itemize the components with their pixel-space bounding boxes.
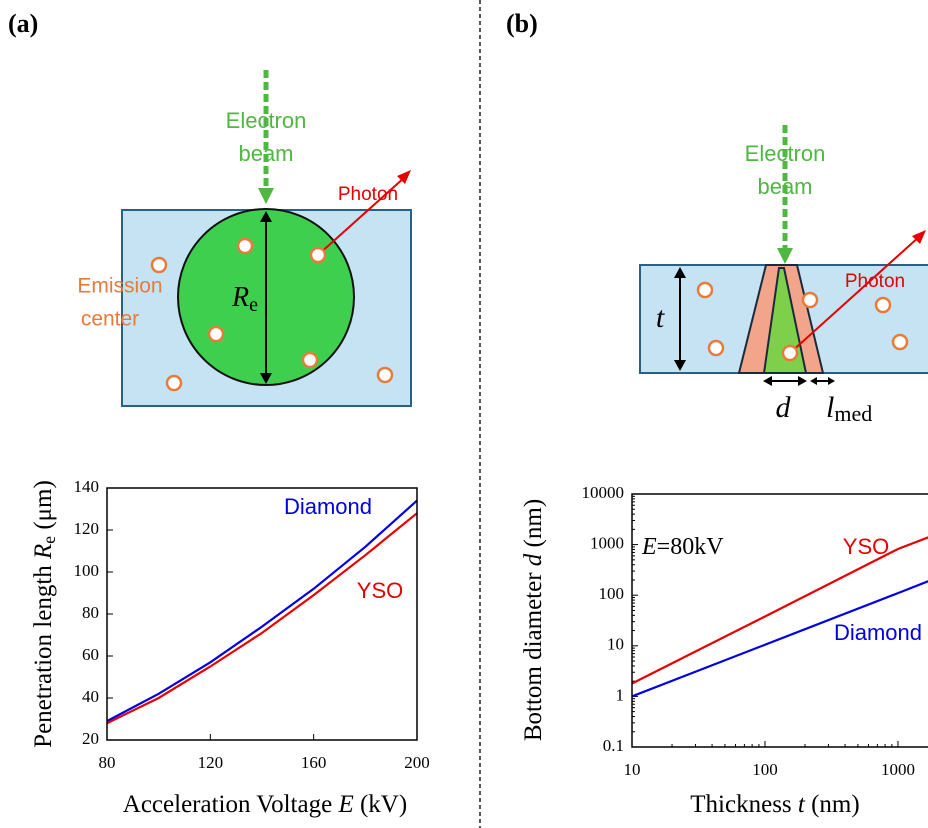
arrow-head xyxy=(828,377,835,385)
emission-center xyxy=(876,298,890,312)
label: Electron xyxy=(745,141,826,166)
x-tick-label: 200 xyxy=(404,753,430,772)
text-part: (nm) xyxy=(805,791,860,818)
emission-center xyxy=(378,368,392,382)
text-part: R xyxy=(30,544,57,560)
label: beam xyxy=(238,141,293,166)
y-tick-label: 80 xyxy=(82,603,99,622)
emission-center xyxy=(238,239,252,253)
text-part: (nm) xyxy=(520,499,547,554)
series-label: Diamond xyxy=(834,620,922,645)
label: beam xyxy=(757,174,812,199)
y-tick-label: 20 xyxy=(82,729,99,748)
series-line xyxy=(107,513,417,723)
emission-center xyxy=(209,327,223,341)
emission-center xyxy=(152,258,166,272)
text-part: Penetration length xyxy=(30,559,57,748)
text-part: Acceleration Voltage xyxy=(123,791,339,818)
label-part: R xyxy=(231,282,249,313)
label: center xyxy=(81,308,139,331)
emission-center xyxy=(803,293,817,307)
charts: 20 40 60 80 100 120 140 80 120 160 200 Diamond YSO Ac… xyxy=(30,477,928,818)
emission-center xyxy=(698,283,712,297)
text-part: (μm) xyxy=(30,480,57,536)
y-tick-label: 100 xyxy=(74,561,100,580)
plot-frame xyxy=(107,488,417,740)
emission-center xyxy=(311,248,325,262)
panel-label: (a) xyxy=(8,9,38,38)
label: Emission xyxy=(77,275,162,298)
diagram-b: Electron beam Photon t d lmed xyxy=(640,125,928,426)
text-part: E xyxy=(641,534,657,560)
x-tick-label: 160 xyxy=(301,753,327,772)
y-tick-label: 60 xyxy=(82,645,99,664)
label: Electron xyxy=(226,108,307,133)
label: Photon xyxy=(845,271,905,292)
y-tick-label: 40 xyxy=(82,687,99,706)
series-line xyxy=(107,501,417,721)
y-tick-label: 10 xyxy=(607,635,624,654)
y-tick-label: 140 xyxy=(74,477,100,496)
y-tick-label: 1 xyxy=(616,685,625,704)
label-part: e xyxy=(249,294,258,316)
label: d xyxy=(776,391,792,424)
y-tick-label: 1000 xyxy=(590,534,624,553)
y-axis-label: Bottom diameter d (nm) xyxy=(520,499,547,741)
y-tick-label: 100 xyxy=(599,584,625,603)
y-axis-label: Penetration length Re (μm) xyxy=(30,480,59,748)
series-label: YSO xyxy=(843,534,889,559)
chart: 0.1 1 10 100 1000 10000 10 100 1000 YSO Diamond Thi… xyxy=(520,483,928,818)
arrow-head xyxy=(810,377,817,385)
x-tick-label: 1000 xyxy=(881,760,915,779)
emission-center xyxy=(893,335,907,349)
label: Photon xyxy=(338,184,398,205)
emission-center xyxy=(709,341,723,355)
emission-center xyxy=(303,353,317,367)
text-part: Bottom diameter xyxy=(520,566,547,741)
series-label: Diamond xyxy=(284,494,372,519)
diagram-a: Electron beam Photon Emission center Re xyxy=(77,70,411,406)
beam-head xyxy=(777,248,793,264)
panel-label: (b) xyxy=(506,9,538,38)
emission-center xyxy=(167,376,181,390)
text-part: E xyxy=(337,791,353,818)
figure: (a) (b) Electron beam Photon Emission ce… xyxy=(0,0,928,828)
x-axis-label: Acceleration Voltage E (kV) xyxy=(123,791,407,818)
x-tick-label: 100 xyxy=(752,760,778,779)
series-label: YSO xyxy=(357,578,403,603)
x-tick-label: 80 xyxy=(99,753,116,772)
y-tick-label: 10000 xyxy=(582,483,625,502)
emission-center xyxy=(783,346,797,360)
text-part: Thickness xyxy=(690,791,798,818)
arrow-head xyxy=(798,376,807,386)
arrow-head xyxy=(763,376,772,386)
beam-head xyxy=(258,188,274,204)
y-tick-label: 120 xyxy=(74,519,100,538)
label-part: l xyxy=(826,391,834,424)
text-part: (kV) xyxy=(354,791,407,818)
text-part: =80kV xyxy=(657,534,725,560)
y-tick-label: 0.1 xyxy=(603,736,624,755)
x-axis-label: Thickness t (nm) xyxy=(690,791,859,818)
label-part: med xyxy=(834,401,872,426)
label: t xyxy=(656,301,665,334)
x-tick-label: 10 xyxy=(624,760,641,779)
chart: 20 40 60 80 100 120 140 80 120 160 200 Diamond YSO Ac… xyxy=(30,477,430,818)
x-tick-label: 120 xyxy=(198,753,224,772)
annotation: E=80kV xyxy=(641,534,724,560)
label: lmed xyxy=(826,391,872,426)
text-part: d xyxy=(520,553,547,566)
